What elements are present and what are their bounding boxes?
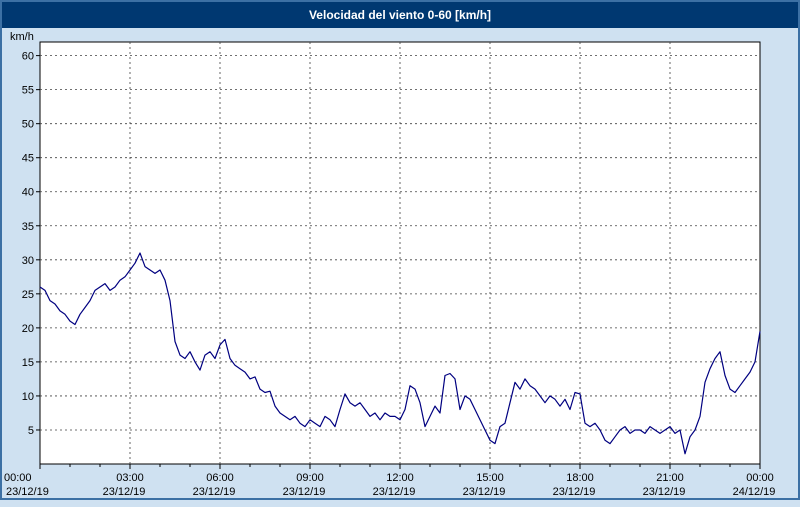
- x-axis-time-label: 21:00: [656, 472, 684, 484]
- chart-title: Velocidad del viento 0-60 [km/h]: [308, 8, 492, 22]
- wind-speed-series-line: [39, 252, 761, 455]
- x-axis-date-label: 23/12/19: [643, 486, 686, 498]
- x-axis-time-label: 09:00: [296, 472, 324, 484]
- x-axis-time-label: 03:00: [116, 472, 144, 484]
- x-axis-date-label: 23/12/19: [103, 486, 146, 498]
- x-axis-date-label: 23/12/19: [193, 486, 236, 498]
- x-axis-time-label: 15:00: [476, 472, 504, 484]
- x-axis-date-label: 23/12/19: [553, 486, 596, 498]
- x-axis-time-label: 12:00: [386, 472, 414, 484]
- y-axis-tick-label: 40: [22, 187, 34, 199]
- y-axis-tick-label: 5: [28, 425, 34, 437]
- x-axis-date-label: 23/12/19: [373, 486, 416, 498]
- y-axis-tick-label: 60: [22, 51, 34, 63]
- x-axis-date-label: 23/12/19: [6, 486, 49, 498]
- y-axis-tick-label: 15: [22, 357, 34, 369]
- y-axis-tick-label: 55: [22, 85, 34, 97]
- y-axis-tick-label: 45: [22, 153, 34, 165]
- x-axis-time-label: 00:00: [746, 472, 774, 484]
- x-axis-date-label: 24/12/19: [733, 486, 776, 498]
- y-axis-tick-label: 50: [22, 119, 34, 131]
- x-axis-time-label: 00:00: [4, 472, 32, 484]
- chart-title-bar: Velocidad del viento 0-60 [km/h]: [2, 2, 798, 28]
- x-axis-time-label: 06:00: [206, 472, 234, 484]
- y-axis-tick-label: 20: [22, 323, 34, 335]
- y-axis-tick-label: 35: [22, 221, 34, 233]
- y-axis-tick-label: 30: [22, 255, 34, 267]
- x-axis-date-label: 23/12/19: [283, 486, 326, 498]
- y-axis-tick-label: 25: [22, 289, 34, 301]
- wind-speed-chart: 5 10 15 20 25 30 35 40 45 50 55 60 km/h 00:00 23/12/19…: [4, 31, 776, 498]
- x-axis-time-label: 18:00: [566, 472, 594, 484]
- y-axis-tick-label: 10: [22, 391, 34, 403]
- x-axis-date-label: 23/12/19: [463, 486, 506, 498]
- y-axis-unit-label: km/h: [10, 31, 34, 43]
